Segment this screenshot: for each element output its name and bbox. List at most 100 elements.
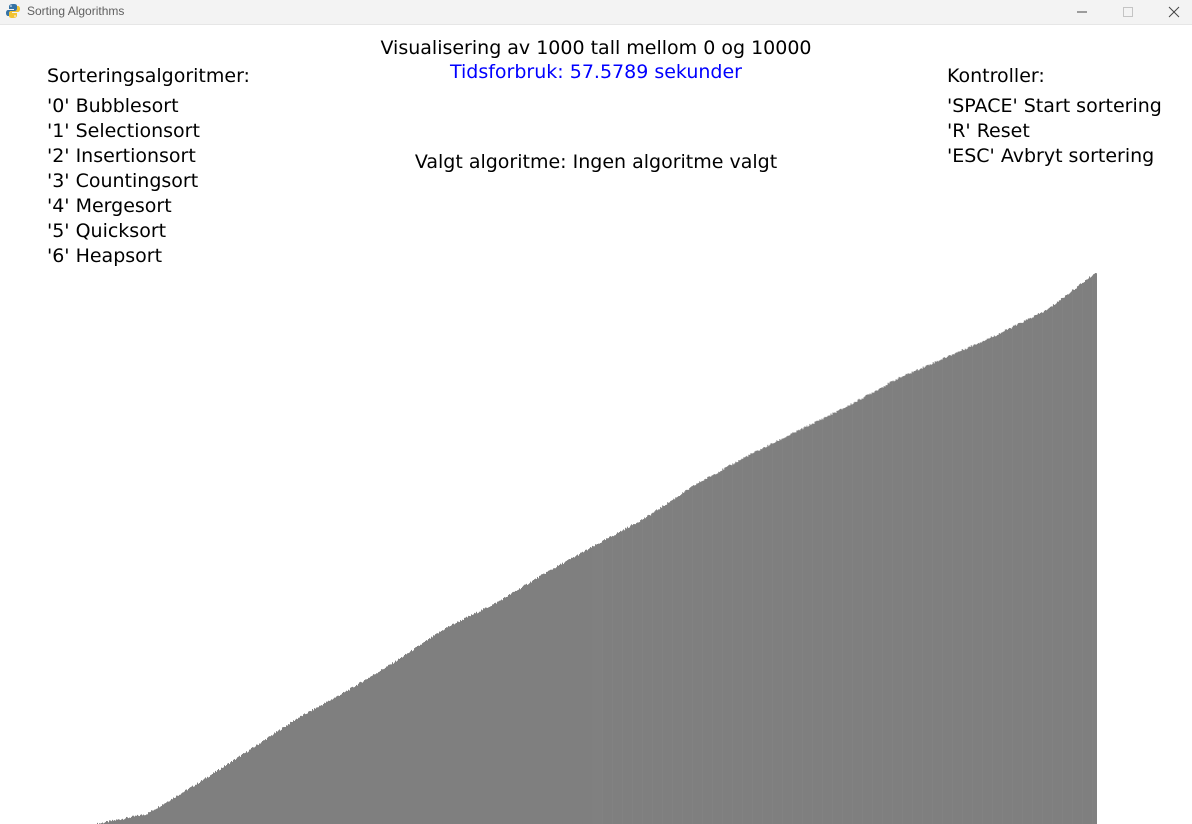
bar [439, 631, 440, 824]
bar [901, 376, 903, 824]
bar [352, 686, 353, 824]
visualization-heading: Visualisering av 1000 tall mellom 0 og 1… [380, 37, 812, 59]
bar [741, 458, 743, 824]
bar [122, 818, 123, 824]
bar [147, 814, 148, 824]
bar [913, 371, 915, 824]
bar [275, 733, 276, 824]
bar [606, 538, 608, 824]
bar [474, 612, 475, 824]
bar [1051, 306, 1053, 824]
bar [647, 515, 649, 824]
bar [699, 481, 701, 824]
bar [521, 587, 522, 824]
bar [854, 401, 856, 824]
bar [231, 761, 232, 824]
bar [226, 765, 227, 824]
bar [946, 357, 948, 824]
bar [1002, 331, 1004, 824]
bar [775, 441, 777, 824]
bar [182, 792, 183, 824]
bar [1015, 325, 1017, 824]
bar [914, 371, 916, 824]
bar [846, 406, 848, 824]
bar [1038, 313, 1040, 824]
bar [236, 758, 237, 824]
bar [217, 770, 218, 824]
bar [233, 759, 234, 824]
bar [382, 669, 383, 824]
bar [1066, 294, 1068, 824]
bar [179, 794, 180, 824]
bar [961, 348, 963, 824]
bar [933, 363, 935, 824]
bar [105, 822, 106, 824]
bar [477, 613, 478, 824]
bar [962, 349, 964, 824]
bar [556, 567, 557, 824]
bar [728, 465, 730, 824]
bar [532, 580, 533, 824]
bar [417, 645, 418, 824]
bar [543, 573, 544, 824]
bar [355, 686, 356, 824]
minimize-button[interactable] [1059, 0, 1105, 24]
bar [945, 358, 947, 824]
bar [203, 779, 204, 824]
bar [557, 565, 558, 824]
bar [634, 524, 636, 824]
bar [720, 471, 722, 824]
bar [723, 469, 725, 824]
bar [738, 460, 740, 824]
bar [864, 396, 866, 824]
bar [480, 611, 481, 824]
maximize-icon [1123, 7, 1133, 17]
bar [500, 600, 501, 824]
bar [653, 512, 655, 824]
bar [595, 544, 596, 824]
maximize-button[interactable] [1105, 0, 1151, 24]
bar [587, 550, 588, 824]
bar [700, 482, 702, 824]
bar [615, 535, 617, 824]
bar [267, 737, 268, 824]
close-button[interactable] [1151, 0, 1192, 24]
bar [651, 513, 653, 824]
bar [237, 757, 238, 824]
bar [515, 590, 516, 824]
python-snake-icon [6, 4, 20, 18]
bar [132, 815, 133, 824]
bar [643, 519, 645, 824]
bar [834, 412, 836, 824]
bar [1060, 298, 1062, 824]
visualization-canvas[interactable]: Visualisering av 1000 tall mellom 0 og 1… [0, 25, 1192, 824]
bar [311, 711, 312, 824]
bar [676, 497, 678, 824]
bar [598, 543, 599, 824]
bar [450, 626, 451, 824]
bar [381, 669, 382, 824]
bar [526, 583, 527, 824]
bar [659, 509, 661, 824]
bar [462, 619, 463, 824]
bar [185, 789, 186, 824]
bar [188, 788, 189, 824]
bar [366, 679, 367, 824]
bar [872, 392, 874, 824]
bar [286, 725, 287, 824]
bar [559, 564, 560, 824]
bar [593, 546, 594, 824]
bar [701, 481, 703, 824]
algorithm-item-bubblesort: '0' Bubblesort [47, 95, 179, 117]
bar [785, 437, 787, 824]
bar [909, 373, 911, 824]
bar [876, 390, 878, 824]
close-icon [1168, 6, 1180, 18]
bar [193, 786, 194, 824]
bar [523, 585, 524, 824]
bar [530, 581, 531, 824]
bar [597, 544, 598, 824]
algorithm-item-insertionsort: '2' Insertionsort [47, 145, 196, 167]
bar [255, 746, 256, 824]
bar [900, 377, 902, 824]
